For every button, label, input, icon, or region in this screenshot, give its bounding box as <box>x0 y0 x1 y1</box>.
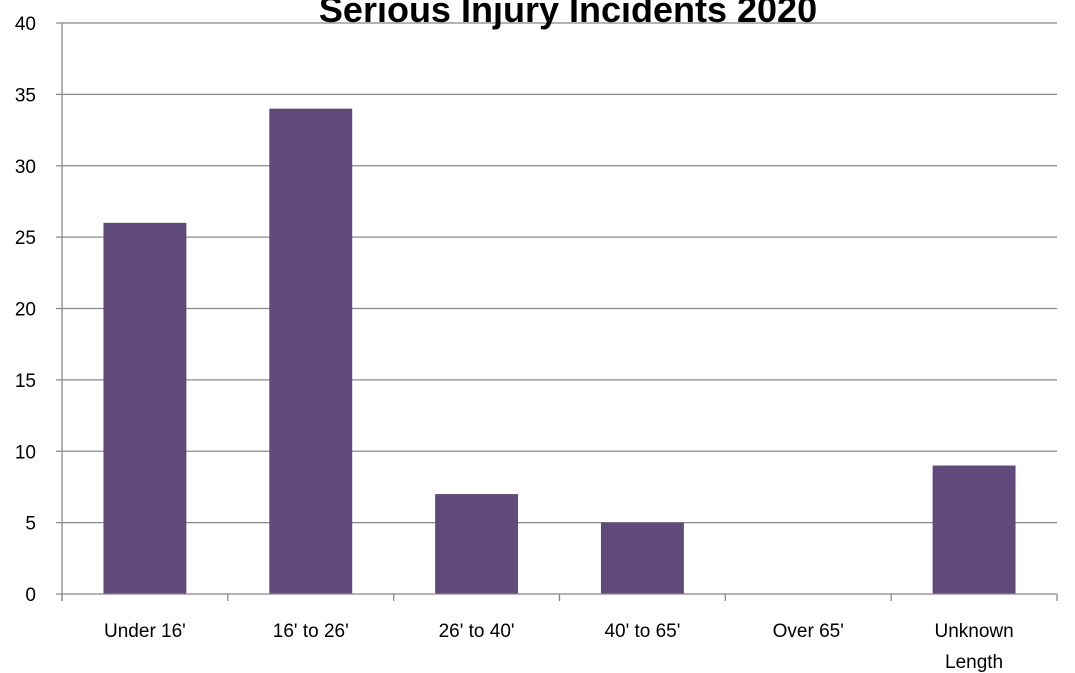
y-tick-label: 20 <box>15 300 36 321</box>
x-tick-label: Under 16' <box>104 621 186 642</box>
x-tick-label: 16' to 26' <box>273 621 349 642</box>
gridlines <box>56 22 1057 524</box>
y-tick-labels: 0 5 10 15 20 25 30 35 40 <box>15 14 36 606</box>
y-tick-label: 0 <box>25 585 36 606</box>
bars <box>103 108 1016 595</box>
x-tick-label: 40' to 65' <box>604 621 680 642</box>
bar <box>600 522 684 594</box>
bar <box>103 222 187 594</box>
y-tick-label: 30 <box>15 157 36 178</box>
x-tick-labels: Under 16' 16' to 26' 26' to 40' 40' to 65' O… <box>104 621 1014 673</box>
x-tick-label: 26' to 40' <box>439 621 515 642</box>
y-tick-label: 35 <box>15 85 36 106</box>
y-tick-label: 40 <box>15 14 36 35</box>
x-tick-label: Over 65' <box>773 621 844 642</box>
bar <box>435 494 519 594</box>
y-tick-label: 15 <box>15 371 36 392</box>
bar <box>932 465 1016 594</box>
y-tick-label: 25 <box>15 228 36 249</box>
y-tick-label: 5 <box>25 514 36 535</box>
chart-title: Serious Injury Incidents 2020 <box>319 0 817 30</box>
x-tick-label: Unknown Length <box>934 621 1013 673</box>
axes <box>56 23 1058 601</box>
bar <box>269 108 353 595</box>
y-tick-label: 10 <box>15 442 36 463</box>
